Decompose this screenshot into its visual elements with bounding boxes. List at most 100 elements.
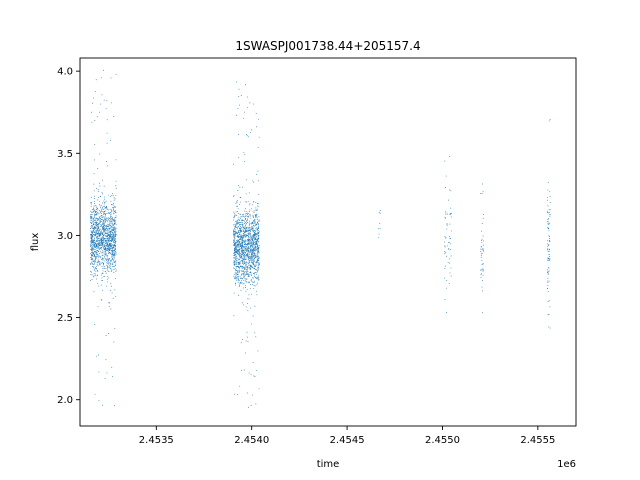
data-point (242, 255, 244, 257)
data-point (256, 259, 258, 260)
data-point (115, 185, 117, 187)
data-point (251, 394, 253, 396)
data-point (236, 253, 238, 255)
data-point (94, 223, 96, 225)
data-point (252, 219, 254, 221)
data-point (258, 136, 260, 138)
data-point (113, 237, 115, 239)
data-point (101, 215, 103, 217)
data-point (108, 302, 110, 303)
data-point (108, 217, 110, 219)
data-point (100, 216, 102, 218)
data-point (102, 272, 104, 274)
data-point (235, 241, 237, 243)
data-point (245, 243, 247, 245)
data-point (95, 225, 97, 226)
data-point (114, 243, 116, 245)
data-point (251, 204, 253, 206)
data-point (111, 195, 113, 197)
data-point (234, 277, 235, 279)
data-point (254, 244, 256, 245)
data-point (96, 219, 98, 221)
data-point (102, 232, 104, 234)
data-point (106, 224, 108, 226)
data-point (240, 262, 242, 264)
data-point (114, 217, 116, 219)
data-point (103, 237, 105, 239)
data-point (444, 265, 446, 267)
data-point (108, 253, 109, 254)
data-point (105, 243, 107, 245)
data-point (245, 291, 247, 293)
data-point (237, 393, 239, 395)
data-point (251, 250, 253, 252)
data-point (112, 255, 114, 257)
data-point (450, 190, 452, 192)
data-point (96, 225, 98, 227)
data-point (114, 265, 116, 267)
data-point (256, 226, 258, 228)
data-point (257, 271, 258, 273)
data-point (239, 104, 240, 106)
data-point (98, 209, 100, 211)
data-point (248, 222, 250, 224)
data-point (252, 240, 254, 242)
data-point (247, 256, 249, 258)
data-point (102, 239, 104, 241)
data-point (245, 224, 247, 226)
data-point (102, 208, 104, 210)
data-point (245, 278, 247, 280)
data-point (242, 247, 244, 249)
data-point (110, 259, 112, 261)
data-point (101, 224, 103, 226)
data-point (245, 247, 247, 249)
data-point (245, 255, 247, 257)
data-point (256, 273, 257, 275)
data-point (109, 248, 111, 250)
data-point (248, 254, 250, 256)
data-point (93, 217, 95, 219)
data-point (233, 243, 235, 245)
data-point (115, 270, 117, 272)
data-point (112, 227, 114, 229)
data-point (451, 212, 452, 214)
y-tick-label: 4.0 (57, 67, 73, 78)
data-point (113, 268, 115, 270)
data-point (245, 211, 247, 212)
data-point (110, 264, 112, 266)
data-point (250, 242, 252, 244)
data-point (446, 245, 448, 247)
data-point (245, 234, 247, 236)
data-point (235, 243, 237, 245)
data-point (98, 204, 100, 206)
data-point (240, 289, 242, 291)
data-point (240, 231, 242, 233)
data-point (256, 294, 258, 296)
data-point (250, 280, 252, 282)
data-point (239, 255, 240, 257)
data-point (238, 269, 240, 271)
data-point (235, 114, 237, 116)
data-point (244, 268, 246, 270)
data-point (256, 247, 258, 249)
data-point (258, 241, 260, 243)
data-point (233, 224, 235, 226)
scatter-points (90, 69, 551, 408)
data-point (92, 239, 94, 241)
data-point (100, 234, 102, 236)
data-point (97, 212, 99, 213)
data-point (254, 220, 255, 221)
data-point (248, 298, 250, 300)
data-point (449, 258, 450, 260)
data-point (247, 249, 248, 251)
data-point (236, 201, 238, 203)
data-point (112, 223, 114, 225)
data-point (91, 121, 93, 123)
data-point (234, 254, 236, 256)
data-point (101, 192, 103, 194)
data-point (257, 221, 259, 223)
data-point (235, 226, 237, 227)
data-point (546, 249, 548, 251)
data-point (107, 250, 108, 251)
data-point (247, 96, 248, 98)
